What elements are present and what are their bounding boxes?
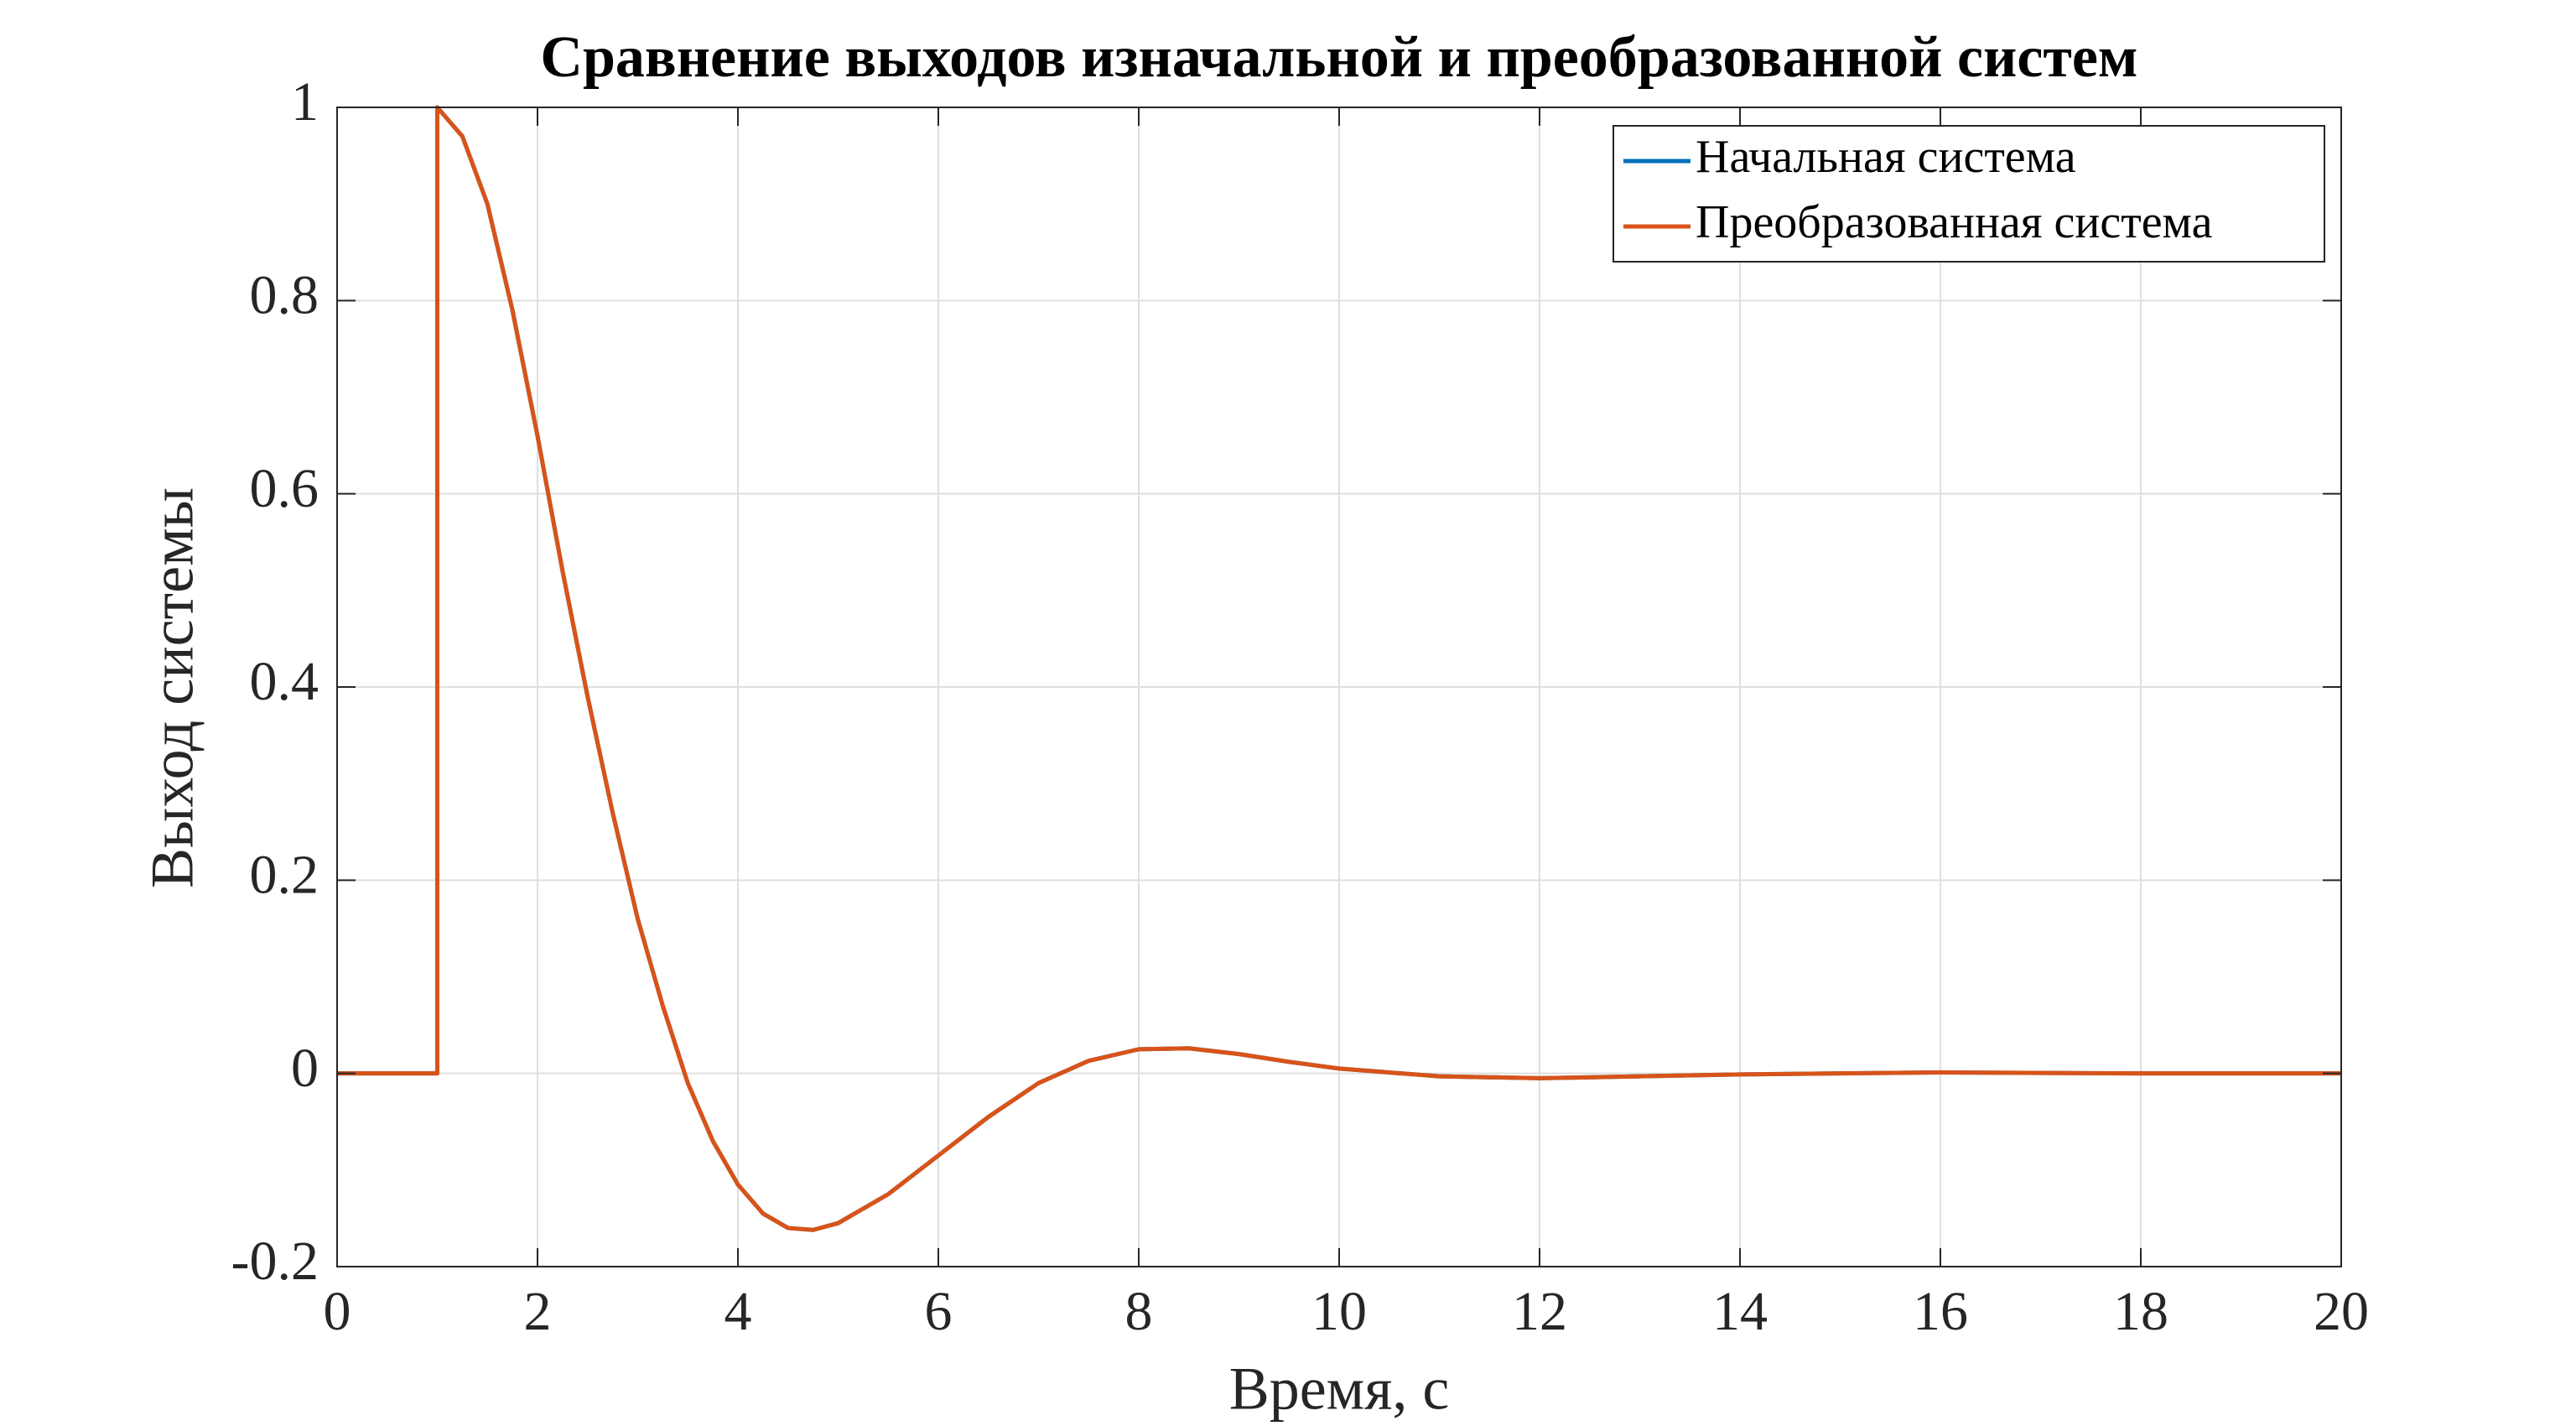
y-tick-label: 0.2	[250, 844, 319, 905]
x-tick-label: 16	[1913, 1281, 1968, 1342]
y-tick-label: 0.6	[250, 458, 319, 519]
series-line	[337, 105, 2341, 1232]
plot-lines	[337, 105, 2341, 1232]
axes: 0 2 4 6 8 10 12 14 16 18 20-0.200.20.40.60.81	[231, 71, 2369, 1342]
x-tick-label: 12	[1512, 1281, 1567, 1342]
y-tick-label: 0.4	[250, 651, 319, 712]
x-tick-label: 14	[1712, 1281, 1768, 1342]
x-axis-label: Время, с	[1229, 1356, 1450, 1423]
y-tick-label: -0.2	[231, 1231, 319, 1292]
legend-label: Начальная система	[1696, 131, 2076, 183]
y-tick-label: 0	[291, 1038, 319, 1099]
y-axis-label: Выход системы	[139, 487, 206, 888]
legend-label: Преобразованная система	[1696, 196, 2213, 248]
chart-title: Сравнение выходов изначальной и преобраз…	[540, 25, 2137, 90]
y-tick-label: 1	[291, 71, 319, 133]
x-tick-label: 8	[1125, 1281, 1153, 1342]
axes-box	[336, 107, 2342, 1267]
x-tick-label: 20	[2314, 1281, 2369, 1342]
x-tick-label: 10	[1311, 1281, 1367, 1342]
y-tick-label: 0.8	[250, 264, 319, 325]
x-tick-label: 18	[2113, 1281, 2168, 1342]
legend: Начальная система Преобразованная система	[1613, 125, 2325, 263]
x-tick-label: 0	[324, 1281, 351, 1342]
legend-box	[1613, 125, 2325, 263]
x-tick-label: 6	[925, 1281, 953, 1342]
x-tick-label: 4	[724, 1281, 752, 1342]
x-tick-label: 2	[524, 1281, 552, 1342]
